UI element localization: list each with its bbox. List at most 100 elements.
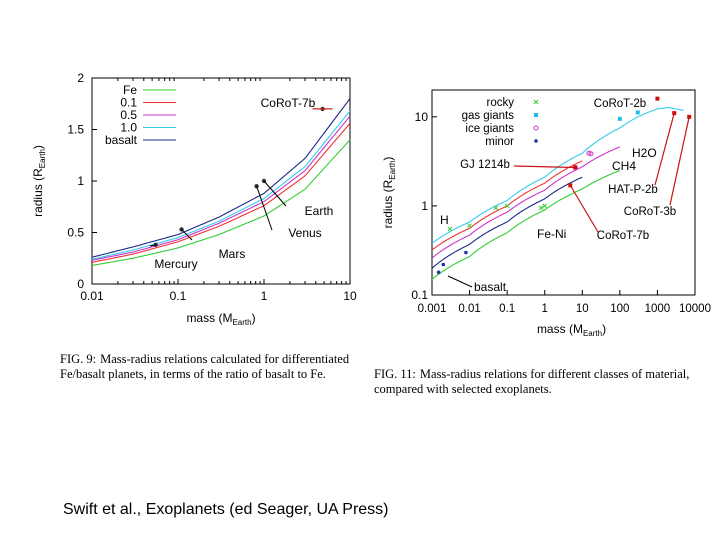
fig11-ylabel: radius (REarth) — [381, 157, 397, 229]
fig9-caption-label: FIG. 9: — [60, 352, 97, 366]
fig11-point-rocky — [447, 226, 453, 232]
fig9-xtick-label: 0.1 — [170, 289, 187, 303]
fig9-series-line-0-1 — [91, 122, 351, 263]
fig11-curve-label: Fe-Ni — [537, 227, 566, 241]
fig9-ytick-label: 1.5 — [67, 123, 84, 137]
fig9-ytick-label: 0.5 — [67, 226, 84, 240]
fig9-ytick-label: 0 — [77, 277, 84, 291]
fig11-xtick-label: 1 — [542, 303, 548, 315]
fig11-ytick-label: 10 — [415, 110, 429, 124]
fig11-annotation-arrow — [513, 165, 576, 169]
fig11-annotation-arrow — [569, 185, 599, 233]
fig9-xlabel: mass (MEarth) — [186, 311, 255, 327]
fig11-caption: FIG. 11: Mass-radius relations for differ… — [374, 367, 704, 397]
fig11-point-rocky — [504, 203, 510, 209]
fig11-xlabel: mass (MEarth) — [537, 322, 606, 338]
fig11-xtick-label: 0.01 — [458, 303, 480, 315]
fig11-point-rocky — [538, 205, 544, 211]
fig9-ylabel-close: ) — [31, 145, 45, 149]
fig9-series-line-0-5 — [91, 115, 351, 261]
fig11-annotation-arrow — [669, 116, 690, 206]
fig11-point-rocky — [467, 223, 472, 229]
fig11-xlabel-sub: Earth — [583, 329, 602, 338]
fig9-xtick-label: 10 — [343, 289, 357, 303]
fig9-planet-label: Earth — [305, 204, 334, 218]
fig11-xlabel-close: ) — [602, 322, 606, 336]
fig11-curve-label: H — [440, 213, 449, 227]
fig11-legend-marker — [533, 125, 539, 131]
fig11-legend-marker — [534, 139, 538, 143]
fig11-legend-label: rocky — [487, 97, 515, 109]
fig11-basalt-arrow — [447, 275, 473, 288]
fig9-ylabel: radius (REarth) — [31, 145, 47, 217]
fig11-legend-label: gas giants — [462, 110, 515, 122]
fig9-annotation-arrow — [149, 244, 156, 247]
fig11-exoplanet-label: GJ 1214b — [460, 159, 510, 171]
fig11-point-minor — [464, 250, 468, 255]
fig9-legend-label: Fe — [123, 83, 137, 97]
fig11-chart: 0.1 1 10 0.001 0.01 0.1 1 10 100 1000 10000 mass (M… — [381, 89, 711, 338]
fig11-caption-text: Mass-radius relations for different clas… — [374, 367, 690, 396]
fig11-xtick-label: 10000 — [679, 303, 711, 315]
fig11-annotation-arrow — [654, 112, 675, 186]
fig11-plot-frame — [431, 89, 696, 296]
fig9-planet-label: Mars — [219, 247, 246, 261]
fig9-legend-label: 0.5 — [120, 108, 137, 122]
fig11-ylabel-main: radius (R — [381, 179, 395, 228]
fig9-planet-label: Venus — [288, 226, 321, 240]
fig11-legend-label: ice giants — [465, 123, 514, 135]
fig9-legend-label: 0.1 — [120, 96, 137, 110]
fig9-ylabel-main: radius (R — [31, 168, 45, 217]
fig9-ylabel-sub: Earth — [38, 149, 47, 168]
fig9-legend-label: 1.0 — [120, 121, 137, 135]
fig11-curve-H2O — [431, 146, 621, 259]
fig11-curve-label: CH4 — [612, 159, 636, 173]
fig9-series-line-Fe — [91, 139, 351, 267]
fig11-exoplanet-label: CoRoT-2b — [594, 98, 646, 110]
fig11-point-ice — [586, 150, 592, 156]
fig9-annotation-arrow — [181, 229, 193, 241]
fig11-point-gas — [617, 116, 622, 121]
fig11-ytick-label: 0.1 — [411, 288, 428, 302]
fig11-curve-label: H2O — [632, 146, 657, 160]
fig9-ytick-label: 1 — [77, 174, 84, 188]
fig9-xtick-label: 1 — [261, 289, 268, 303]
fig9-series-line-basalt — [91, 98, 351, 258]
fig11-curve-label: basalt — [474, 280, 507, 294]
fig9-ytick-label: 2 — [77, 71, 84, 85]
fig11-point-gas — [635, 110, 640, 115]
fig9-series-line-1-0 — [91, 110, 351, 260]
source-credit: Swift et al., Exoplanets (ed Seager, UA … — [63, 501, 389, 518]
fig11-point-minor — [436, 270, 441, 275]
fig11-xtick-label: 1000 — [645, 303, 671, 315]
fig9-annotation-arrow — [256, 185, 273, 231]
fig11-point-rocky — [493, 205, 499, 211]
fig11-xtick-label: 100 — [610, 303, 629, 315]
fig11-exoplanet-label: CoRoT-3b — [624, 206, 676, 218]
fig11-xtick-label: 0.1 — [499, 303, 515, 315]
fig9-xlabel-main: mass (M — [186, 311, 232, 325]
fig11-curve-CH4 — [431, 107, 684, 244]
fig9-planet-label: Mercury — [154, 257, 197, 271]
fig9-annotation-arrow — [263, 180, 287, 207]
fig11-point-ice — [588, 151, 594, 157]
fig9-caption-text: Mass-radius relations calculated for dif… — [60, 352, 350, 381]
fig11-legend-marker — [533, 99, 539, 105]
fig11-point-rocky — [542, 203, 548, 209]
fig11-exoplanet-point — [655, 96, 660, 101]
fig11-point-minor — [441, 262, 446, 267]
fig11-ylabel-sub: Earth — [388, 161, 397, 180]
fig11-exoplanet-label: CoRoT-7b — [597, 230, 649, 242]
fig11-ytick-label: 1 — [421, 199, 428, 213]
fig11-xtick-label: 10 — [576, 303, 589, 315]
fig9-xlabel-sub: Earth — [232, 318, 251, 327]
fig11-caption-label: FIG. 11: — [374, 367, 416, 381]
fig11-legend-label: minor — [485, 136, 514, 148]
fig11-legend-marker — [534, 113, 538, 117]
fig11-exoplanet-label: HAT-P-2b — [608, 184, 658, 196]
fig9-legend-label: basalt — [105, 133, 138, 147]
fig11-xtick-label: 0.001 — [418, 303, 447, 315]
fig9-xtick-label: 0.01 — [80, 289, 104, 303]
